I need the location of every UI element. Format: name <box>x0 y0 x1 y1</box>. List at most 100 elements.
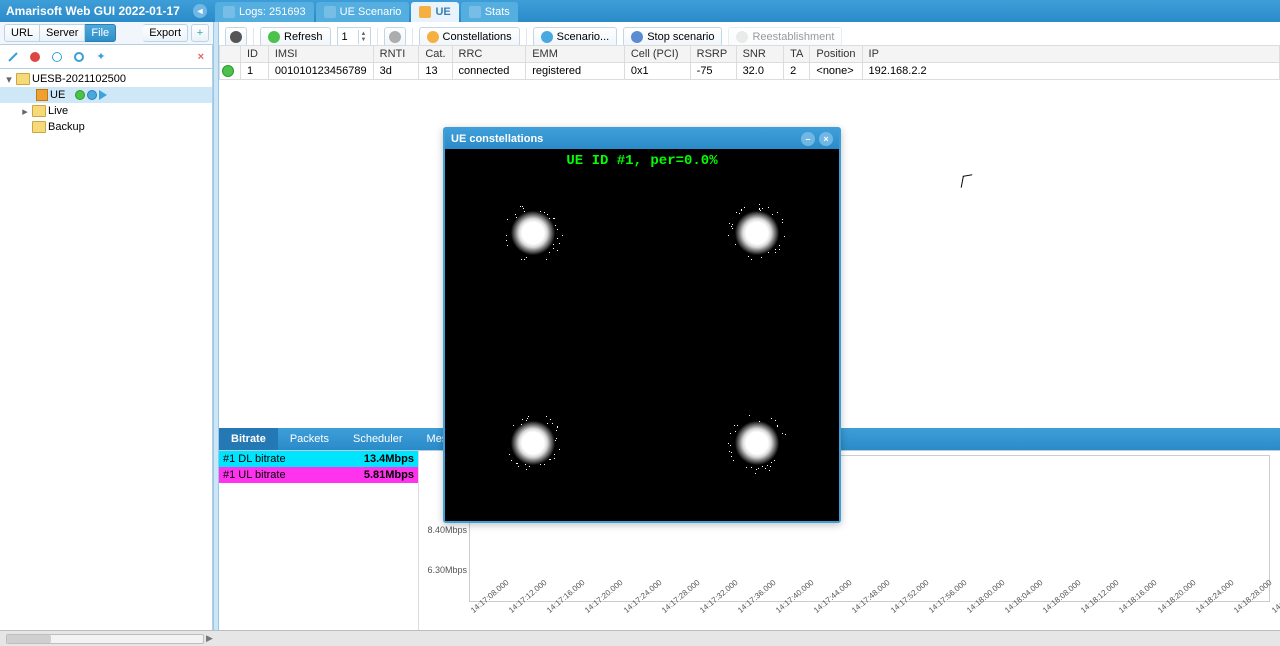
speck <box>525 464 526 465</box>
lower-tab-packets[interactable]: Packets <box>278 428 341 450</box>
expander-icon[interactable]: ▸ <box>20 105 30 118</box>
constellation-cluster <box>735 211 779 255</box>
column-header[interactable]: RNTI <box>373 46 419 63</box>
speck <box>557 229 558 230</box>
columns-button[interactable] <box>384 27 406 47</box>
speck <box>771 462 772 463</box>
tree-tool-2[interactable] <box>26 48 44 66</box>
tree-item-live[interactable]: ▸ Live <box>0 103 212 119</box>
speck <box>782 433 783 434</box>
speck <box>524 211 525 212</box>
speck <box>555 225 556 226</box>
status-green-icon <box>222 65 234 77</box>
popup-close-button[interactable]: × <box>819 132 833 146</box>
folder-icon <box>32 121 46 133</box>
refresh-interval-stepper[interactable]: ▲▼ <box>337 27 371 47</box>
tab-stats[interactable]: Stats <box>461 2 518 22</box>
tab-logs-251693[interactable]: Logs: 251693 <box>215 2 314 22</box>
refresh-sidebar-button[interactable]: + <box>191 24 209 42</box>
columns-icon <box>389 31 401 43</box>
speck <box>769 470 770 471</box>
column-header[interactable]: Cell (PCI) <box>624 46 690 63</box>
column-header[interactable]: Position <box>810 46 862 63</box>
speck <box>520 206 521 207</box>
screenshot-button[interactable] <box>225 27 247 47</box>
lower-tab-bitrate[interactable]: Bitrate <box>219 428 278 450</box>
cell-rnti: 3d <box>373 63 419 80</box>
speck <box>546 416 547 417</box>
server-button[interactable]: Server <box>40 24 85 42</box>
bitrate-dl-row[interactable]: #1 DL bitrate 13.4Mbps <box>219 451 418 467</box>
ue-table: IDIMSIRNTICat.RRCEMMCell (PCI)RSRPSNRTAP… <box>219 45 1280 80</box>
tree-root[interactable]: ▾ UESB-2021102500 <box>0 71 212 87</box>
tab-ue[interactable]: UE <box>411 2 458 22</box>
tree-tool-1[interactable] <box>4 48 22 66</box>
speck <box>559 449 560 450</box>
speck <box>554 454 555 455</box>
speck <box>731 452 732 453</box>
speck <box>728 443 729 444</box>
column-header[interactable]: RRC <box>452 46 526 63</box>
speck <box>557 426 558 427</box>
column-header[interactable]: TA <box>784 46 810 63</box>
speck <box>506 235 507 236</box>
tree-item-ue[interactable]: UE <box>0 87 212 103</box>
column-header[interactable]: ID <box>241 46 269 63</box>
tree-tool-3[interactable] <box>48 48 66 66</box>
speck <box>526 257 527 258</box>
column-header[interactable]: IP <box>862 46 1279 63</box>
column-header[interactable]: IMSI <box>268 46 373 63</box>
column-header[interactable] <box>220 46 241 63</box>
ue-icon <box>36 89 48 101</box>
tree-tool-5[interactable]: ✦ <box>92 48 110 66</box>
constellation-title: UE ID #1, per=0.0% <box>445 153 839 169</box>
speck <box>557 238 558 239</box>
popup-minimize-button[interactable]: – <box>801 132 815 146</box>
tree-live-label: Live <box>48 105 68 117</box>
expander-icon[interactable]: ▾ <box>4 73 14 86</box>
tree-close-button[interactable]: × <box>194 51 208 63</box>
file-button[interactable]: File <box>85 24 116 42</box>
column-header[interactable]: Cat. <box>419 46 452 63</box>
play-icon[interactable] <box>99 90 107 100</box>
speck <box>775 420 776 421</box>
cell-imsi: 001010123456789 <box>268 63 373 80</box>
column-header[interactable]: SNR <box>736 46 784 63</box>
bitrate-ul-row[interactable]: #1 UL bitrate 5.81Mbps <box>219 467 418 483</box>
column-header[interactable]: EMM <box>526 46 625 63</box>
sidebar-collapse-button[interactable]: ◄ <box>193 4 207 18</box>
h-scrollbar[interactable] <box>6 634 204 644</box>
scroll-right-arrow[interactable]: ▶ <box>206 633 213 644</box>
speck <box>557 250 558 251</box>
column-header[interactable]: RSRP <box>690 46 736 63</box>
table-row[interactable]: 1 001010123456789 3d 13 connected regist… <box>220 63 1280 80</box>
speck <box>741 210 742 211</box>
constellations-label: Constellations <box>443 31 512 43</box>
speck <box>511 460 512 461</box>
constellations-button[interactable]: Constellations <box>419 27 520 47</box>
lower-tab-scheduler[interactable]: Scheduler <box>341 428 415 450</box>
refresh-button[interactable]: Refresh <box>260 27 331 47</box>
tab-ue-scenario[interactable]: UE Scenario <box>316 2 410 22</box>
url-button[interactable]: URL <box>4 24 40 42</box>
scenario-icon <box>541 31 553 43</box>
stop-scenario-button[interactable]: Stop scenario <box>623 27 722 47</box>
plus-icon: + <box>197 27 203 39</box>
export-button[interactable]: Export <box>143 24 188 42</box>
scenario-button[interactable]: Scenario... <box>533 27 618 47</box>
speck <box>524 259 525 260</box>
constellations-popup[interactable]: UE constellations – × UE ID #1, per=0.0% <box>443 127 841 523</box>
star-icon <box>427 31 439 43</box>
refresh-interval-input[interactable] <box>338 31 358 43</box>
top-tabs: Logs: 251693UE ScenarioUEStats <box>213 0 1280 22</box>
stepper-down[interactable]: ▼ <box>361 37 367 43</box>
tree-item-backup[interactable]: ▸ Backup <box>0 119 212 135</box>
speck <box>518 466 519 467</box>
cell-cat: 13 <box>419 63 452 80</box>
speck <box>735 244 736 245</box>
tree-tool-4[interactable] <box>70 48 88 66</box>
speck <box>756 469 757 470</box>
speck <box>731 226 732 227</box>
speck <box>513 425 514 426</box>
speck <box>521 259 522 260</box>
